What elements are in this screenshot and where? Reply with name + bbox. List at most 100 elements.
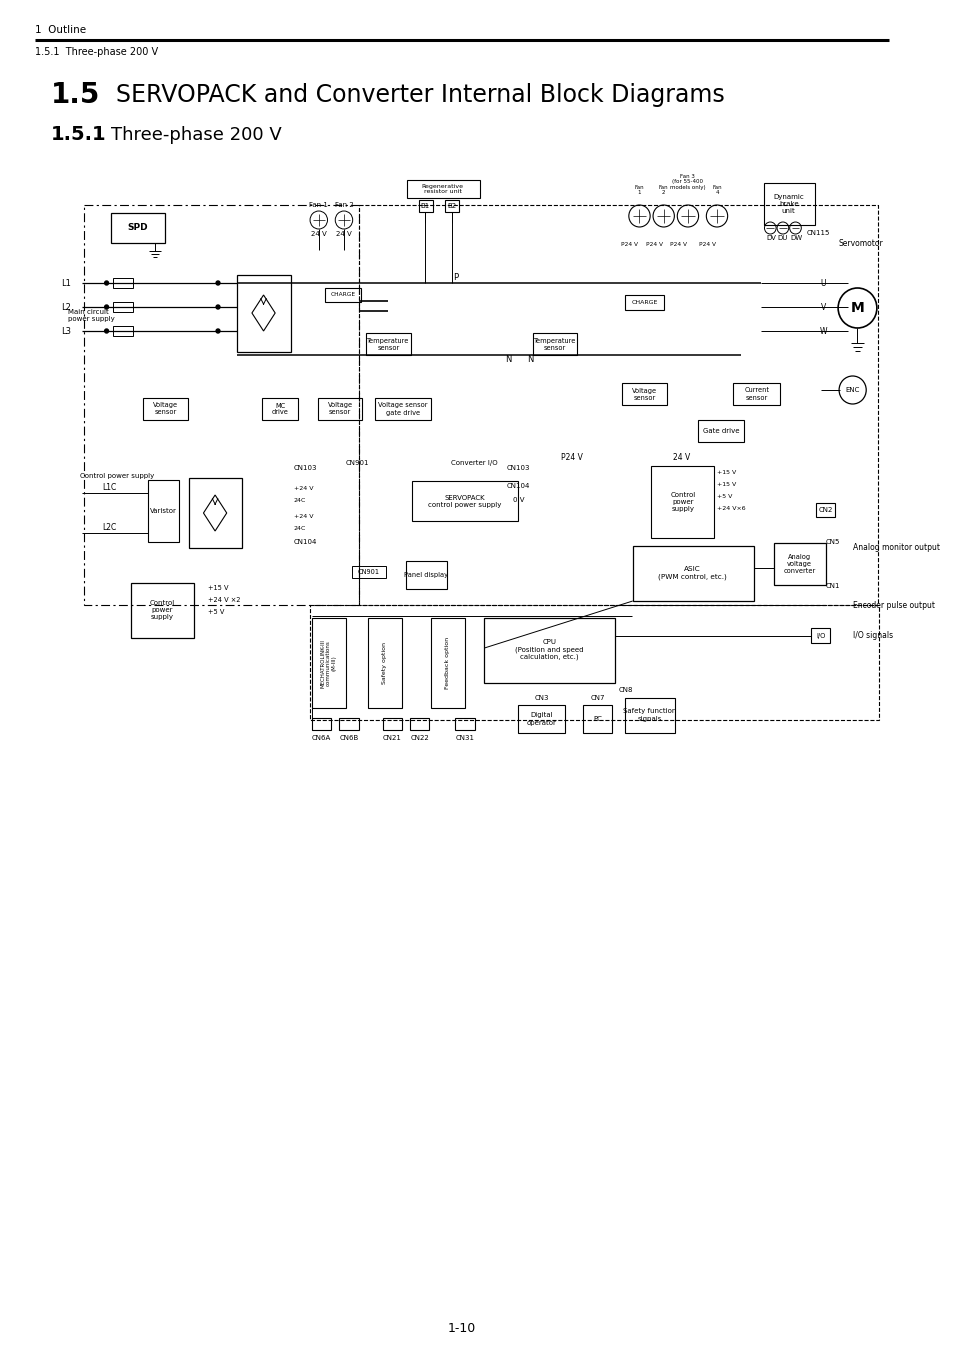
Text: SERVOPACK and Converter Internal Block Diagrams: SERVOPACK and Converter Internal Block D… [116, 82, 724, 107]
Text: CN104: CN104 [294, 539, 316, 545]
Text: CN103: CN103 [294, 464, 316, 471]
Text: L1: L1 [61, 278, 71, 288]
Text: CN103: CN103 [506, 464, 530, 471]
Text: Voltage sensor
gate drive: Voltage sensor gate drive [378, 402, 427, 416]
Bar [810, 628, 829, 643]
Circle shape [105, 305, 109, 309]
Text: Voltage
sensor: Voltage sensor [631, 387, 657, 401]
Bar [624, 296, 663, 310]
Text: U: U [820, 278, 825, 288]
Text: L1C: L1C [102, 483, 116, 493]
Text: Converter I/O: Converter I/O [450, 460, 497, 466]
Text: N: N [526, 355, 533, 364]
Bar [624, 698, 675, 733]
Bar [815, 504, 834, 517]
Bar [112, 213, 165, 243]
Text: B2: B2 [447, 202, 456, 209]
Bar [113, 302, 132, 312]
Text: 0 V: 0 V [512, 497, 523, 504]
Text: CN8: CN8 [618, 687, 633, 693]
Text: +24 V ×2: +24 V ×2 [208, 597, 240, 603]
Text: +24 V: +24 V [294, 513, 313, 518]
Text: CPU
(Position and speed
calculation, etc.): CPU (Position and speed calculation, etc… [515, 640, 583, 660]
Text: V: V [821, 302, 825, 312]
Bar [375, 398, 431, 420]
Text: Dynamic
brake
unit: Dynamic brake unit [773, 194, 803, 215]
Text: 24 V: 24 V [311, 231, 326, 238]
Text: SERVOPACK
control power supply: SERVOPACK control power supply [428, 494, 501, 508]
Text: DV: DV [765, 235, 776, 242]
Text: CN22: CN22 [410, 734, 429, 741]
Text: Temperature
sensor: Temperature sensor [367, 338, 409, 351]
Bar [455, 718, 475, 730]
Text: 1.5.1: 1.5.1 [51, 126, 106, 144]
Text: CN7: CN7 [590, 695, 604, 701]
Text: P24 V: P24 V [669, 243, 686, 247]
Text: 1  Outline: 1 Outline [35, 26, 86, 35]
Text: P: P [453, 274, 457, 282]
Text: Servomotor: Servomotor [838, 239, 882, 247]
Text: Main circuit
power supply: Main circuit power supply [68, 309, 114, 323]
Bar [143, 398, 188, 420]
Text: Digital
operator: Digital operator [526, 713, 556, 725]
Bar [621, 383, 666, 405]
Text: Safety option: Safety option [382, 643, 387, 684]
Bar [366, 333, 411, 355]
Text: +5 V: +5 V [208, 609, 225, 616]
Text: Control
power
supply: Control power supply [670, 491, 695, 512]
Text: 1.5.1  Three-phase 200 V: 1.5.1 Three-phase 200 V [35, 47, 158, 57]
Bar [338, 718, 358, 730]
Bar [406, 562, 446, 589]
Bar [237, 275, 291, 352]
Text: CN3: CN3 [534, 695, 548, 701]
Text: Voltage
sensor: Voltage sensor [153, 402, 178, 416]
Bar [632, 545, 753, 601]
Circle shape [105, 281, 109, 285]
Bar [312, 718, 331, 730]
Text: SPD: SPD [127, 224, 148, 232]
Text: +24 V×6: +24 V×6 [717, 506, 745, 512]
Text: 24C: 24C [294, 525, 306, 531]
Bar [582, 705, 612, 733]
Text: Control power supply: Control power supply [80, 472, 154, 479]
Text: DW: DW [790, 235, 801, 242]
Bar [431, 618, 465, 707]
Text: +15 V: +15 V [717, 471, 736, 475]
Text: W: W [819, 327, 826, 336]
Text: CN31: CN31 [456, 734, 474, 741]
Text: Regenerative
resistor unit: Regenerative resistor unit [421, 184, 463, 194]
Text: Fan
4: Fan 4 [712, 185, 721, 196]
Text: ENC: ENC [844, 387, 859, 393]
Circle shape [215, 281, 220, 285]
Text: N: N [505, 355, 512, 364]
Bar [407, 180, 479, 198]
Bar [359, 205, 877, 605]
Bar [533, 333, 577, 355]
Bar [368, 618, 401, 707]
Text: Voltage
sensor: Voltage sensor [327, 402, 353, 416]
Bar [189, 478, 242, 548]
Circle shape [105, 329, 109, 333]
Text: CN6B: CN6B [339, 734, 358, 741]
Bar [148, 481, 179, 541]
Circle shape [215, 329, 220, 333]
Text: CN2: CN2 [818, 508, 832, 513]
Circle shape [215, 305, 220, 309]
Text: Control
power
supply: Control power supply [149, 599, 174, 620]
Bar [317, 398, 362, 420]
Text: +15 V: +15 V [717, 482, 736, 487]
Text: DU: DU [777, 235, 787, 242]
Text: CN21: CN21 [382, 734, 401, 741]
Bar [651, 466, 714, 539]
Bar [324, 288, 361, 302]
Text: M: M [850, 301, 863, 315]
Text: P24 V: P24 V [560, 454, 582, 463]
Bar [113, 325, 132, 336]
Bar [312, 618, 346, 707]
Text: Analog
voltage
converter: Analog voltage converter [782, 554, 815, 574]
Text: ASIC
(PWM control, etc.): ASIC (PWM control, etc.) [658, 566, 726, 579]
Text: 24C: 24C [294, 498, 306, 502]
Text: Temperature
sensor: Temperature sensor [534, 338, 576, 351]
Text: P24 V: P24 V [645, 243, 661, 247]
Text: Fan 1: Fan 1 [309, 202, 328, 208]
